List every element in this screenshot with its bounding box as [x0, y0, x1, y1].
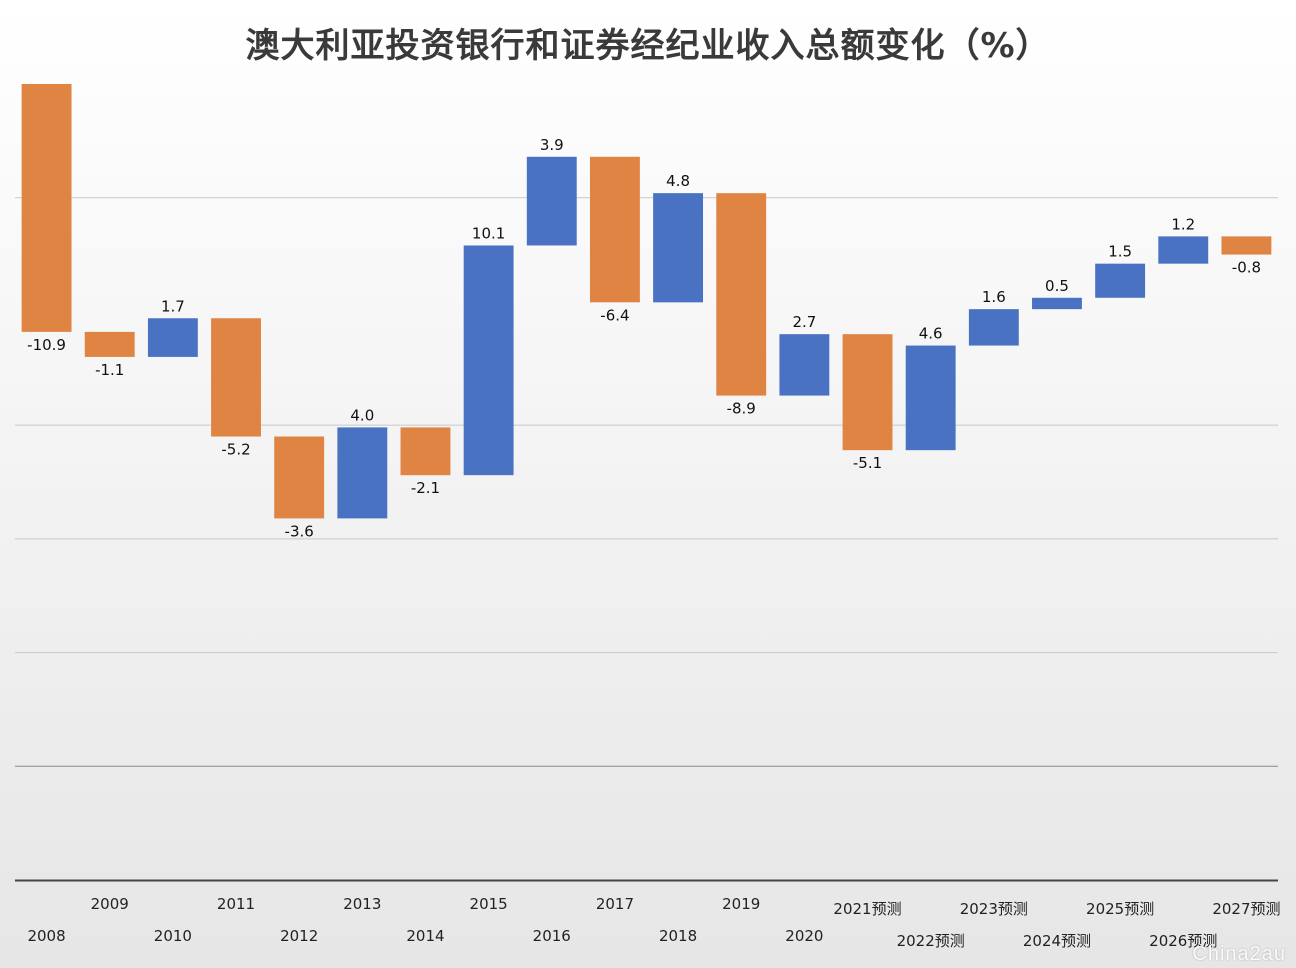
bar — [968, 309, 1019, 346]
data-label: -1.1 — [95, 361, 124, 379]
bar — [905, 345, 956, 451]
bar — [147, 318, 198, 357]
data-label: 2.7 — [792, 313, 816, 331]
data-label: -3.6 — [285, 522, 314, 540]
x-tick-label: 2019 — [722, 895, 760, 913]
data-label: -5.2 — [221, 441, 250, 459]
bar — [337, 427, 388, 519]
data-label: -8.9 — [727, 400, 756, 418]
data-label: 1.6 — [982, 288, 1006, 306]
x-tick-label: 2009 — [91, 895, 129, 913]
data-label: -2.1 — [411, 479, 440, 497]
data-label: 4.6 — [919, 325, 943, 343]
bar — [842, 334, 893, 451]
chart-title: 澳大利亚投资银行和证券经纪业收入总额变化（%） — [245, 26, 1051, 66]
bar — [21, 84, 72, 332]
data-label: -5.1 — [853, 454, 882, 472]
data-label: 3.9 — [540, 136, 564, 154]
bar — [526, 156, 577, 246]
x-tick-label: 2025预测 — [1086, 900, 1154, 918]
x-tick-label: 2016 — [533, 927, 571, 945]
bar — [1221, 236, 1272, 255]
x-tick-label: 2011 — [217, 895, 255, 913]
data-label: 10.1 — [472, 224, 505, 242]
x-tick-label: 2026预测 — [1149, 932, 1217, 950]
x-tick-label: 2017 — [596, 895, 634, 913]
bar — [400, 427, 451, 476]
x-tick-label: 2021预测 — [833, 900, 901, 918]
x-tick-label: 2010 — [154, 927, 192, 945]
x-tick-label: 2013 — [343, 895, 381, 913]
x-tick-label: 2027预测 — [1212, 900, 1280, 918]
bar — [1032, 297, 1082, 310]
bar — [716, 193, 767, 396]
data-label: 4.0 — [350, 406, 374, 424]
x-tick-label: 2008 — [27, 927, 65, 945]
x-tick-label: 2018 — [659, 927, 697, 945]
x-tick-label: 2020 — [785, 927, 823, 945]
bar — [84, 331, 135, 357]
data-label: 1.7 — [161, 297, 185, 315]
bar — [1095, 263, 1146, 298]
x-tick-label: 2012 — [280, 927, 318, 945]
bar — [463, 245, 514, 476]
bar — [1158, 236, 1209, 264]
bar — [211, 318, 261, 437]
bar — [779, 334, 830, 396]
x-tick-label: 2024预测 — [1023, 932, 1091, 950]
bar — [274, 436, 325, 519]
x-tick-label: 2022预测 — [897, 932, 965, 950]
data-label: 4.8 — [666, 172, 690, 190]
x-tick-label: 2015 — [470, 895, 508, 913]
data-label: 1.5 — [1108, 243, 1132, 261]
x-tick-label: 2023预测 — [960, 900, 1028, 918]
data-label: -0.8 — [1232, 259, 1261, 277]
watermark: China2au — [1192, 943, 1286, 965]
x-tick-label: 2014 — [406, 927, 444, 945]
data-label: 0.5 — [1045, 277, 1069, 295]
data-label: -6.4 — [600, 306, 629, 324]
data-label: -10.9 — [27, 336, 66, 354]
data-label: 1.2 — [1171, 215, 1195, 233]
bar — [653, 193, 704, 303]
bar — [589, 156, 640, 303]
